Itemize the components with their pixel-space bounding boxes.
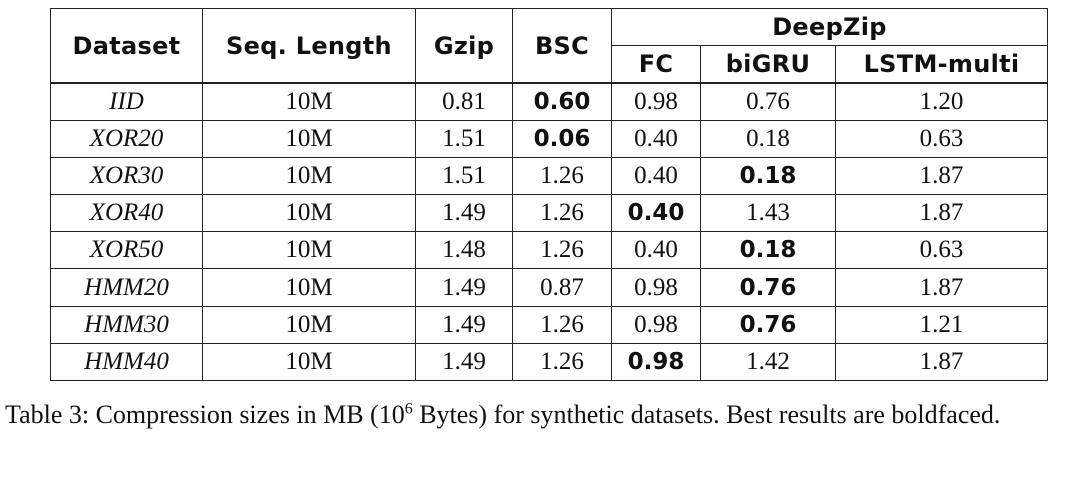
cell-dataset: HMM40 xyxy=(50,342,203,381)
cell-dataset: XOR20 xyxy=(50,120,203,159)
table-row: HMM40 10M 1.49 1.26 0.98 1.42 1.87 xyxy=(50,342,1048,381)
cell-bsc: 0.60 xyxy=(512,82,612,122)
cell-seq: 10M xyxy=(202,231,416,270)
cell-gzip: 1.49 xyxy=(415,268,513,307)
cell-bsc: 0.87 xyxy=(512,268,612,307)
cell-gzip: 1.51 xyxy=(415,120,513,159)
cell-lstm: 1.21 xyxy=(835,305,1048,344)
cell-seq: 10M xyxy=(202,157,416,196)
cell-bsc: 1.26 xyxy=(512,231,612,270)
cell-bigru: 1.42 xyxy=(700,342,836,381)
caption-text: Compression sizes in MB (106 Bytes) for … xyxy=(95,400,1001,429)
cell-fc: 0.40 xyxy=(611,231,701,270)
cell-lstm: 0.63 xyxy=(835,120,1048,159)
results-table: Dataset Seq. Length Gzip BSC DeepZip FC … xyxy=(50,8,1048,381)
cell-gzip: 1.51 xyxy=(415,157,513,196)
cell-fc: 0.98 xyxy=(611,305,701,344)
cell-gzip: 1.49 xyxy=(415,194,513,233)
cell-bsc: 0.06 xyxy=(512,120,612,159)
table-row: XOR20 10M 1.51 0.06 0.40 0.18 0.63 xyxy=(50,120,1048,159)
cell-fc: 0.98 xyxy=(611,268,701,307)
cell-bsc: 1.26 xyxy=(512,342,612,381)
cell-gzip: 1.48 xyxy=(415,231,513,270)
cell-seq: 10M xyxy=(202,268,416,307)
cell-fc: 0.98 xyxy=(611,82,701,122)
table-row: XOR30 10M 1.51 1.26 0.40 0.18 1.87 xyxy=(50,157,1048,196)
cell-dataset: IID xyxy=(50,82,203,122)
cell-bigru: 0.18 xyxy=(700,157,836,196)
header-bsc: BSC xyxy=(512,8,612,84)
cell-bsc: 1.26 xyxy=(512,194,612,233)
table-row: XOR50 10M 1.48 1.26 0.40 0.18 0.63 xyxy=(50,231,1048,270)
table-row: XOR40 10M 1.49 1.26 0.40 1.43 1.87 xyxy=(50,194,1048,233)
header-seq-length: Seq. Length xyxy=(202,8,416,84)
table-row: IID 10M 0.81 0.60 0.98 0.76 1.20 xyxy=(50,82,1048,122)
cell-lstm: 0.63 xyxy=(835,231,1048,270)
table-row: HMM20 10M 1.49 0.87 0.98 0.76 1.87 xyxy=(50,268,1048,307)
table-caption: Table 3: Compression sizes in MB (106 By… xyxy=(5,398,1085,432)
cell-seq: 10M xyxy=(202,120,416,159)
header-lstm-multi: LSTM-multi xyxy=(835,45,1048,84)
cell-dataset: XOR30 xyxy=(50,157,203,196)
cell-fc: 0.98 xyxy=(611,342,701,381)
cell-lstm: 1.87 xyxy=(835,157,1048,196)
cell-bigru: 0.18 xyxy=(700,120,836,159)
cell-seq: 10M xyxy=(202,342,416,381)
cell-dataset: HMM20 xyxy=(50,268,203,307)
header-bigru: biGRU xyxy=(700,45,836,84)
header-fc: FC xyxy=(611,45,701,84)
header-gzip: Gzip xyxy=(415,8,513,84)
cell-lstm: 1.87 xyxy=(835,342,1048,381)
cell-bigru: 1.43 xyxy=(700,194,836,233)
cell-fc: 0.40 xyxy=(611,194,701,233)
cell-fc: 0.40 xyxy=(611,120,701,159)
cell-bsc: 1.26 xyxy=(512,157,612,196)
cell-gzip: 1.49 xyxy=(415,305,513,344)
cell-bigru: 0.76 xyxy=(700,82,836,122)
cell-bigru: 0.18 xyxy=(700,231,836,270)
caption-label: Table 3: xyxy=(5,400,90,429)
cell-bigru: 0.76 xyxy=(700,305,836,344)
cell-lstm: 1.20 xyxy=(835,82,1048,122)
header-dataset: Dataset xyxy=(50,8,203,84)
cell-seq: 10M xyxy=(202,305,416,344)
cell-dataset: XOR40 xyxy=(50,194,203,233)
table-row: HMM30 10M 1.49 1.26 0.98 0.76 1.21 xyxy=(50,305,1048,344)
cell-dataset: XOR50 xyxy=(50,231,203,270)
cell-gzip: 1.49 xyxy=(415,342,513,381)
cell-bsc: 1.26 xyxy=(512,305,612,344)
cell-lstm: 1.87 xyxy=(835,194,1048,233)
cell-bigru: 0.76 xyxy=(700,268,836,307)
cell-dataset: HMM30 xyxy=(50,305,203,344)
cell-gzip: 0.81 xyxy=(415,82,513,122)
cell-lstm: 1.87 xyxy=(835,268,1048,307)
cell-seq: 10M xyxy=(202,82,416,122)
table-body: IID 10M 0.81 0.60 0.98 0.76 1.20 XOR20 10M 1.51 0.… xyxy=(50,82,1048,381)
header-deepzip: DeepZip xyxy=(611,8,1048,46)
cell-seq: 10M xyxy=(202,194,416,233)
cell-fc: 0.40 xyxy=(611,157,701,196)
